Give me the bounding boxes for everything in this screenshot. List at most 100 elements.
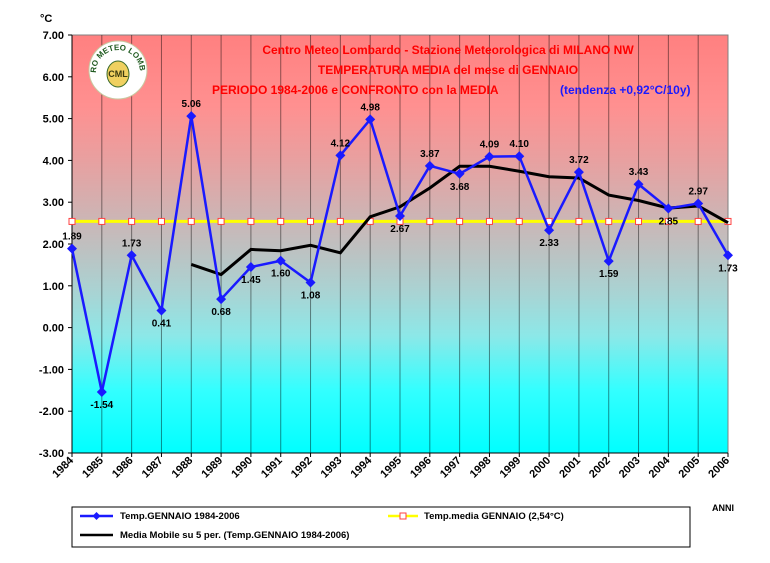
data-labels: 1.89 -1.54 1.73 0.41 5.06 0.68 1.45 1.60 1.08 4.1… (62, 99, 738, 411)
y-axis-unit-label: °C (40, 13, 52, 25)
marker-temp-media (664, 217, 672, 225)
marker-temp-gennaio (126, 250, 137, 261)
marker-temp-media (605, 217, 613, 225)
marker-temp-media (426, 217, 434, 225)
legend-label-media-mobile: Media Mobile su 5 per. (Temp.GENNAIO 198… (120, 530, 349, 541)
x-tick-label: 1992 (289, 455, 315, 481)
data-label: 1.73 (718, 263, 738, 274)
marker-temp-media (694, 217, 702, 225)
y-tick-label: -2.00 (39, 406, 64, 418)
marker-temp-gennaio (305, 277, 316, 288)
marker-temp-gennaio (633, 179, 644, 190)
vertical-gridlines (101, 35, 699, 453)
marker-temp-gennaio (723, 250, 733, 261)
marker-temp-gennaio (67, 243, 77, 254)
marker-temp-media (456, 217, 464, 225)
legend: Temp.GENNAIO 1984-2006 Temp.media GENNAI… (71, 506, 691, 548)
data-label: 2.85 (659, 216, 679, 227)
x-tick-label: 2003 (617, 455, 643, 481)
x-axis-title: ANNI (712, 503, 734, 513)
y-tick-label: 1.00 (43, 281, 64, 293)
marker-temp-media (98, 217, 106, 225)
marker-temp-gennaio (275, 255, 286, 266)
marker-temp-media (217, 217, 225, 225)
marker-temp-media (68, 217, 76, 225)
marker-temp-gennaio (96, 386, 107, 397)
marker-temp-gennaio (216, 294, 227, 305)
marker-temp-gennaio (573, 167, 584, 178)
x-tick-label: 1990 (229, 455, 255, 481)
marker-temp-gennaio (365, 114, 376, 125)
title-line-2: TEMPERATURA MEDIA del mese di GENNAIO (318, 63, 578, 77)
marker-temp-gennaio (395, 210, 405, 221)
x-tick-label: 1998 (468, 455, 494, 481)
x-tick-label: 2005 (677, 455, 703, 481)
marker-temp-gennaio (335, 150, 346, 161)
x-tick-label: 1996 (408, 455, 434, 481)
y-tick-label: 5.00 (43, 114, 64, 126)
title-line-3: PERIODO 1984-2006 e CONFRONTO con la MED… (212, 83, 499, 97)
marker-temp-media (307, 217, 315, 225)
marker-temp-media (515, 217, 523, 225)
data-label: 1.59 (599, 269, 619, 280)
x-tick-label: 2006 (706, 455, 732, 481)
x-tick-label: 1987 (140, 455, 166, 481)
data-label: 2.33 (539, 238, 559, 249)
y-tick-label: 0.00 (43, 323, 64, 335)
y-tick-label: -3.00 (39, 448, 64, 460)
data-label: 4.09 (480, 140, 500, 151)
data-label: 1.08 (301, 290, 321, 301)
data-label: 3.72 (569, 155, 589, 166)
data-label: 1.60 (271, 269, 291, 280)
x-tick-label: 2000 (527, 455, 553, 481)
data-label: 0.68 (211, 307, 231, 318)
data-label: 0.41 (152, 318, 172, 329)
y-tick-label: 2.00 (43, 239, 64, 251)
marker-temp-gennaio (156, 305, 167, 316)
marker-temp-media (635, 217, 643, 225)
marker-temp-media (336, 217, 344, 225)
data-label: 3.68 (450, 182, 470, 193)
y-axis: -3.00 -2.00 -1.00 0.00 1.00 2.00 3.00 4.00 5.00 6… (39, 30, 73, 460)
x-tick-label: 2002 (587, 455, 613, 481)
marker-temp-gennaio (454, 168, 465, 179)
marker-temp-gennaio (484, 151, 495, 162)
chart-title: Centro Meteo Lombardo - Stazione Meteoro… (212, 43, 691, 97)
x-tick-label: 1997 (438, 455, 464, 481)
title-line-1: Centro Meteo Lombardo - Stazione Meteoro… (262, 43, 634, 57)
legend-label-temp-gennaio: Temp.GENNAIO 1984-2006 (120, 511, 240, 522)
x-tick-label: 1989 (199, 455, 225, 481)
x-tick-label: 1999 (498, 455, 524, 481)
data-label: 3.87 (420, 149, 440, 160)
marker-temp-media (277, 217, 285, 225)
y-tick-label: 3.00 (43, 197, 64, 209)
data-label: -1.54 (90, 400, 113, 411)
legend-item-temp-gennaio: Temp.GENNAIO 1984-2006 (80, 511, 240, 522)
x-tick-label: 2004 (647, 454, 673, 480)
x-tick-label: 1991 (259, 455, 285, 481)
y-tick-label: 7.00 (43, 30, 64, 42)
legend-box (71, 506, 691, 548)
marker-temp-media (247, 217, 255, 225)
x-tick-label: 1988 (170, 455, 196, 481)
series-layer (67, 111, 733, 397)
x-tick-label: 1994 (349, 454, 375, 480)
data-label: 4.10 (510, 139, 530, 150)
marker-temp-media (157, 217, 165, 225)
x-tick-label: 1986 (110, 455, 136, 481)
series-line-media-mobile (190, 164, 729, 277)
data-label: 3.43 (629, 167, 649, 178)
data-label: 4.12 (331, 138, 351, 149)
y-tick-label: 4.00 (43, 155, 64, 167)
x-tick-label: 1995 (378, 455, 404, 481)
x-tick-label: 2001 (557, 455, 583, 481)
x-tick-label: 1993 (319, 455, 345, 481)
y-tick-label: 6.00 (43, 72, 64, 84)
legend-item-media-mobile: Media Mobile su 5 per. (Temp.GENNAIO 198… (80, 530, 349, 541)
marker-temp-gennaio (514, 151, 525, 162)
marker-temp-media (128, 217, 136, 225)
logo-globe (106, 60, 130, 88)
legend-label-temp-media: Temp.media GENNAIO (2,54°C) (424, 511, 564, 522)
title-trend: (tendenza +0,92°C/10y) (560, 83, 691, 97)
